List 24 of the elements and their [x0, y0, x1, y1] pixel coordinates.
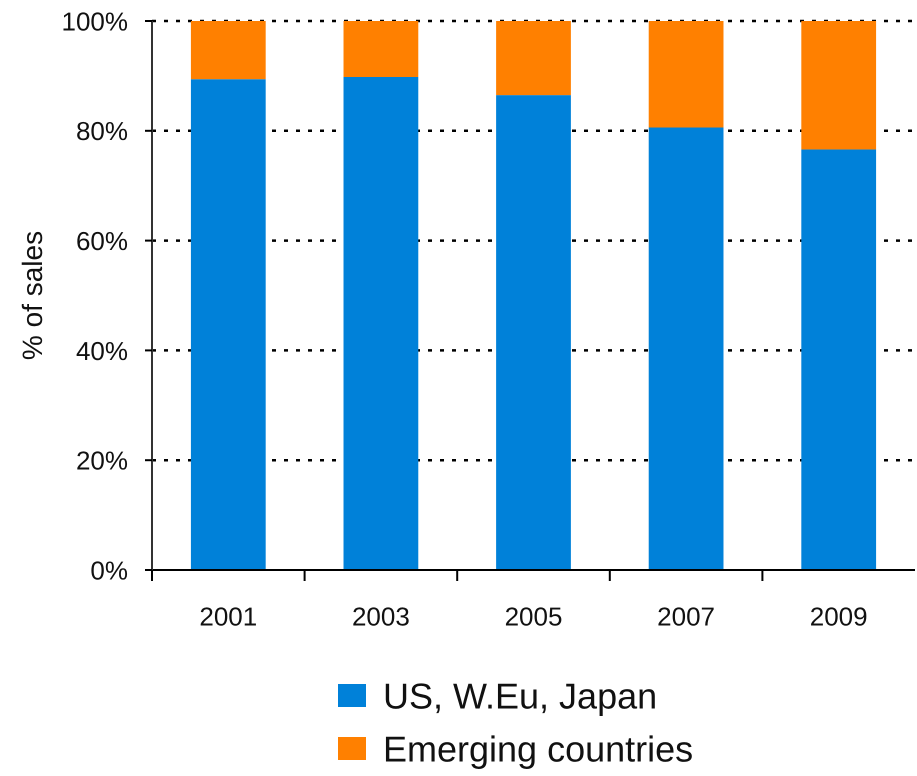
bar [648, 128, 724, 570]
y-tick-label: 20% [76, 446, 128, 476]
y-tick-label: 40% [76, 336, 128, 366]
bar [344, 21, 418, 77]
x-tick-label: 2003 [352, 601, 410, 632]
x-tick-label: 2007 [657, 601, 716, 632]
y-tick-label: 0% [90, 555, 128, 586]
x-tick-label: 2009 [810, 601, 868, 632]
bar [801, 21, 876, 150]
bar [496, 21, 571, 96]
bar [344, 77, 418, 570]
y-tick-label: 80% [76, 116, 128, 146]
bar [648, 21, 724, 128]
bar [190, 21, 266, 80]
x-tick-label: 2005 [504, 601, 562, 632]
y-tick-label: 100% [62, 6, 128, 36]
y-axis-title: % of sales [17, 230, 48, 360]
legend-label: US, W.Eu, Japan [383, 675, 658, 716]
bar [190, 79, 266, 570]
bar [801, 149, 876, 570]
x-tick-label: 2001 [199, 601, 258, 632]
bar [496, 95, 571, 570]
legend-label: Emerging countries [383, 728, 694, 770]
y-tick-label: 60% [76, 226, 128, 256]
